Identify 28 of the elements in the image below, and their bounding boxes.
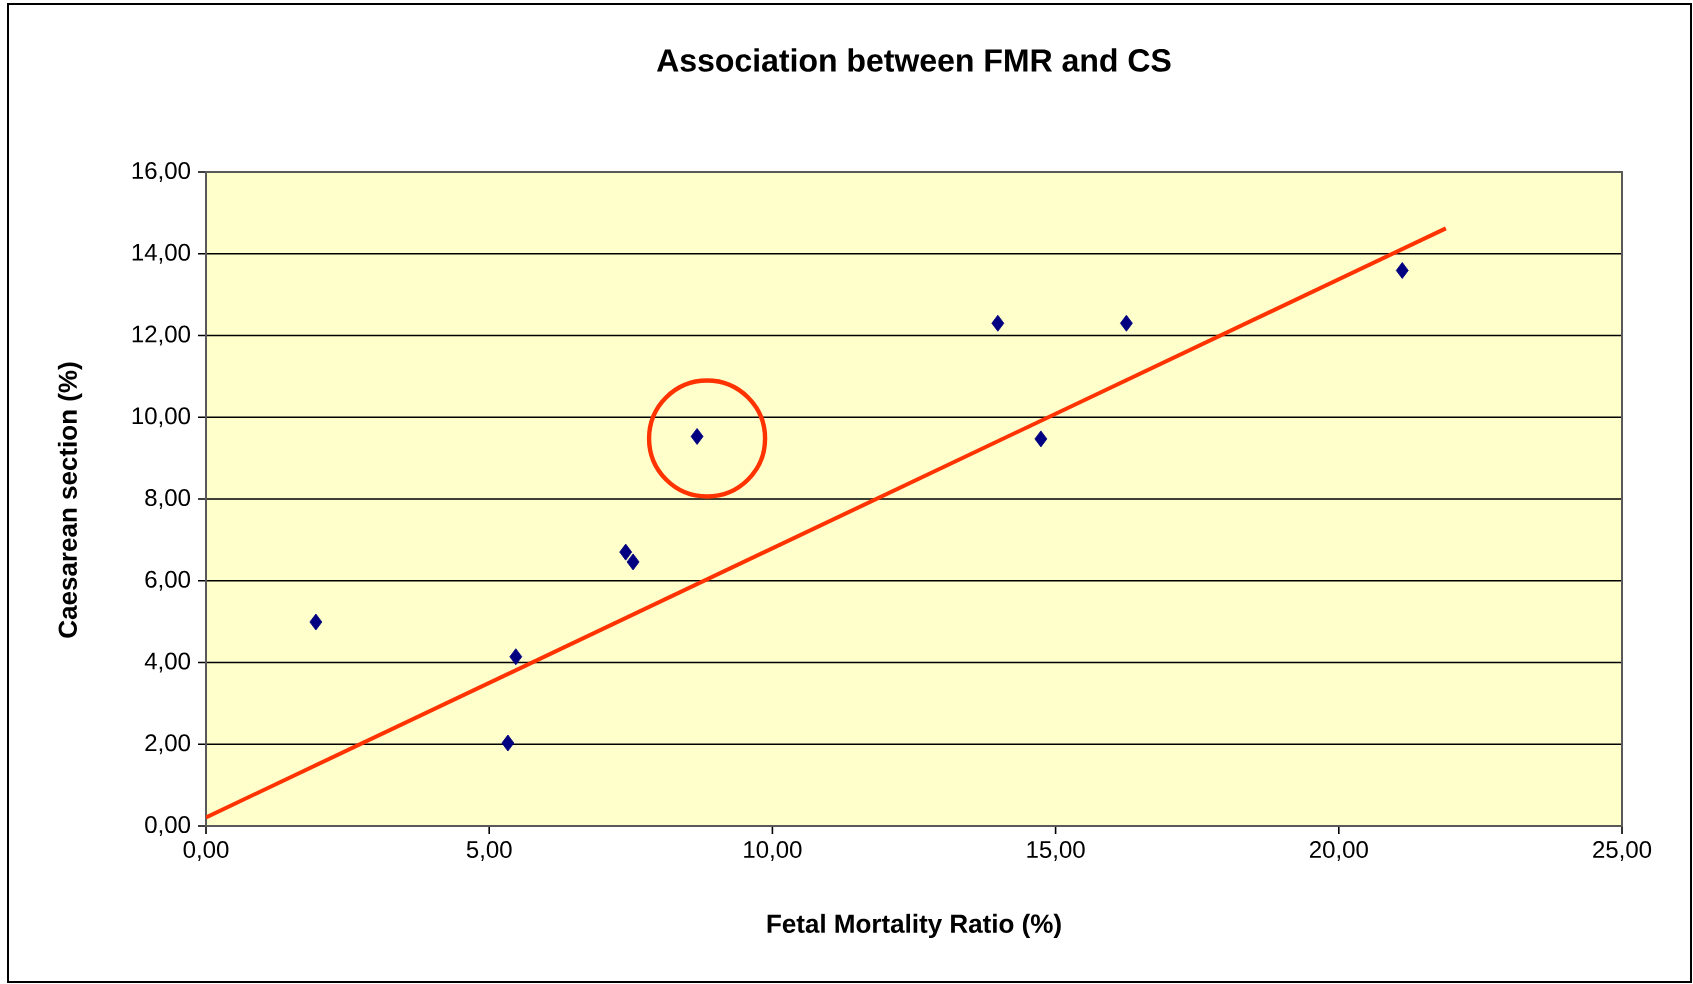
point — [991, 314, 1005, 332]
point — [1034, 430, 1048, 448]
x-tick-label: 25,00 — [1593, 841, 1652, 861]
y-tick-label: 12,00 — [132, 325, 191, 346]
y-tick-label: 0,00 — [145, 816, 191, 836]
point — [309, 613, 323, 631]
x-axis-title: Fetal Mortality Ratio (%) — [767, 913, 1061, 939]
y-tick-label: 6,00 — [145, 570, 191, 591]
point — [501, 734, 515, 752]
point — [1395, 262, 1409, 279]
point — [690, 428, 704, 445]
y-tick-label: 14,00 — [132, 243, 191, 264]
point — [1120, 314, 1133, 332]
y-tick-label: 2,00 — [145, 734, 191, 755]
x-tick-label: 15,00 — [1027, 841, 1085, 861]
point — [619, 543, 633, 561]
point — [626, 553, 640, 571]
y-tick-label: 10,00 — [132, 407, 191, 428]
x-tick-label: 10,00 — [744, 841, 802, 861]
x-tick-label: 0,00 — [183, 841, 229, 861]
y-tick-label: 16,00 — [132, 162, 191, 182]
y-tick-label: 4,00 — [144, 652, 191, 673]
point — [509, 648, 523, 666]
x-tick-label: 20,00 — [1309, 841, 1368, 861]
y-axis-title: Caesarean section (%) — [57, 362, 83, 638]
chart-title: Association between FMR and CS — [656, 48, 1171, 72]
y-tick-label: 8,00 — [145, 489, 191, 509]
x-tick-label: 5,00 — [466, 841, 512, 861]
